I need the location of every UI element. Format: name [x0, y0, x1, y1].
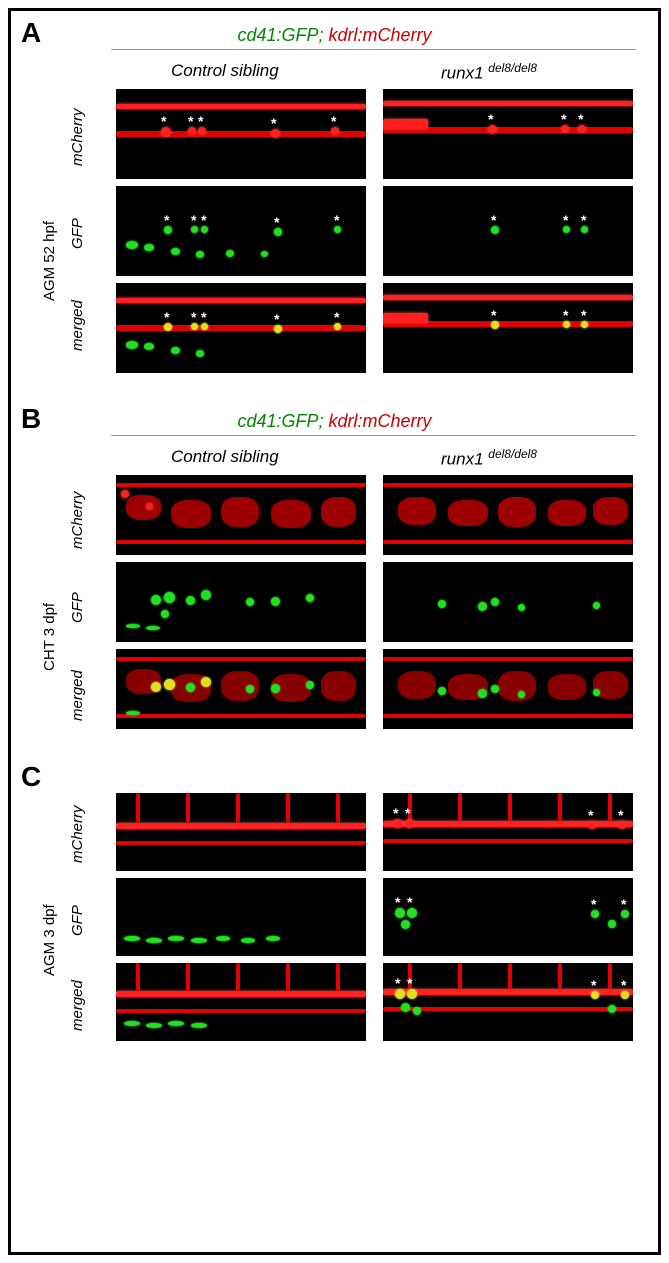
- micrograph: [116, 649, 366, 729]
- panel-b-row2: GFP: [69, 592, 86, 623]
- panel-a-col2: runx1 del8/del8: [441, 61, 537, 84]
- micrograph: [383, 562, 633, 642]
- panel-b-row1: mCherry: [69, 491, 86, 549]
- panel-a-row1: mCherry: [69, 108, 86, 166]
- micrograph: * * *: [383, 186, 633, 276]
- panel-a-rule: [111, 49, 636, 50]
- reporter-mch-text: kdrl:mCherry: [329, 25, 432, 45]
- micrograph: [116, 793, 366, 871]
- panel-a-row3: merged: [69, 300, 86, 351]
- col2-sup: del8/del8: [488, 447, 537, 461]
- micrograph: * * * *: [383, 878, 633, 956]
- micrograph: [383, 475, 633, 555]
- reporter-gfp-text: cd41:GFP;: [237, 25, 323, 45]
- reporter-gfp-text: cd41:GFP;: [237, 411, 323, 431]
- panel-a-row2: GFP: [69, 218, 86, 249]
- panel-b-col1: Control sibling: [171, 447, 279, 467]
- col2-base: runx1: [441, 450, 484, 469]
- figure-frame: A cd41:GFP; kdrl:mCherry Control sibling…: [8, 8, 661, 1255]
- panel-b-col2: runx1 del8/del8: [441, 447, 537, 470]
- panel-a-col1: Control sibling: [171, 61, 279, 81]
- panel-b-reporter: cd41:GFP; kdrl:mCherry: [11, 411, 658, 432]
- micrograph: * * *: [383, 89, 633, 179]
- panel-c-side: AGM 3 dpf: [41, 904, 58, 976]
- micrograph: * * * * *: [116, 89, 366, 179]
- micrograph: [116, 475, 366, 555]
- panel-c-row3: merged: [69, 980, 86, 1031]
- micrograph: [383, 649, 633, 729]
- col2-sup: del8/del8: [488, 61, 537, 75]
- micrograph: [116, 878, 366, 956]
- micrograph: * * * *: [383, 793, 633, 871]
- panel-c-label: C: [21, 761, 41, 793]
- panel-b-rule: [111, 435, 636, 436]
- panel-c-row1: mCherry: [69, 805, 86, 863]
- panel-a-side: AGM 52 hpf: [41, 221, 58, 301]
- col2-base: runx1: [441, 64, 484, 83]
- micrograph: * * *: [383, 283, 633, 373]
- panel-b-side: CHT 3 dpf: [41, 603, 58, 671]
- micrograph: * * * * *: [116, 186, 366, 276]
- panel-c-row2: GFP: [69, 905, 86, 936]
- micrograph: [116, 963, 366, 1041]
- micrograph: [116, 562, 366, 642]
- micrograph: * * * * *: [116, 283, 366, 373]
- micrograph: * * * *: [383, 963, 633, 1041]
- panel-b-row3: merged: [69, 670, 86, 721]
- panel-a-reporter: cd41:GFP; kdrl:mCherry: [11, 25, 658, 46]
- reporter-mch-text: kdrl:mCherry: [329, 411, 432, 431]
